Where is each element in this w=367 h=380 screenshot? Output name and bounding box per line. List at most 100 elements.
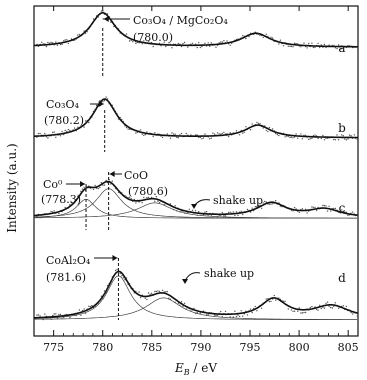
data-point [317, 309, 319, 311]
data-point [55, 136, 57, 138]
data-point [147, 196, 150, 199]
arrow-head [98, 101, 104, 107]
data-point [319, 46, 321, 49]
component-curve [34, 202, 357, 219]
data-point [78, 33, 81, 36]
data-point [325, 205, 327, 207]
data-point [39, 315, 41, 317]
data-point [328, 205, 330, 207]
data-point [301, 312, 304, 314]
data-point [81, 188, 84, 190]
peak-annotation: Co₃O₄ / MgCo₂O₄ [133, 14, 228, 27]
data-point [146, 197, 148, 199]
data-point [221, 211, 223, 214]
data-point [122, 277, 125, 279]
data-point [308, 138, 310, 141]
data-point [320, 307, 322, 310]
data-point [205, 211, 208, 213]
data-point [325, 137, 327, 140]
data-point [92, 188, 95, 191]
x-axis: 775 780 785 790 795 800 805 [43, 6, 359, 354]
data-point [105, 179, 107, 182]
data-point [210, 42, 212, 44]
data-point [169, 203, 172, 205]
data-point [334, 139, 337, 141]
data-point [312, 206, 315, 208]
data-point [177, 42, 179, 45]
data-point [149, 293, 151, 295]
data-point [251, 123, 253, 125]
data-point [210, 137, 212, 139]
data-point [292, 46, 294, 48]
data-point [330, 210, 332, 212]
data-point [319, 304, 321, 306]
data-point [172, 133, 175, 135]
data-point [182, 305, 184, 307]
data-point [180, 132, 183, 135]
data-point [147, 292, 150, 294]
data-point [331, 307, 333, 309]
data-point [70, 202, 73, 204]
data-point [80, 314, 82, 316]
data-point [271, 203, 274, 205]
data-point [311, 206, 313, 208]
x-tick-label: 795 [240, 341, 261, 354]
data-point [234, 214, 236, 217]
data-point [259, 123, 261, 125]
data-point [257, 204, 260, 207]
data-point [322, 306, 324, 308]
data-point [103, 184, 106, 186]
data-point [209, 138, 211, 140]
data-point [171, 132, 173, 134]
data-point [177, 137, 179, 139]
data-point [55, 313, 57, 315]
data-point [116, 268, 118, 271]
x-tick-label: 800 [289, 341, 310, 354]
data-point [265, 129, 267, 132]
peak-annotation: Co₃O₄ [46, 98, 79, 111]
data-point [341, 209, 343, 211]
data-point [64, 129, 66, 132]
data-point [265, 33, 267, 35]
data-point [227, 211, 230, 214]
data-point [293, 206, 296, 209]
data-point [92, 18, 95, 20]
peak-annotation: (778.3) [41, 193, 81, 206]
data-point [212, 132, 214, 134]
data-point [198, 42, 200, 44]
data-point [37, 314, 40, 316]
peak-annotation: (780.2) [44, 114, 84, 127]
data-point [312, 46, 315, 49]
data-point [39, 132, 41, 135]
data-point [352, 313, 354, 315]
data-point [158, 202, 161, 204]
data-point [309, 306, 311, 309]
data-point [121, 275, 123, 277]
data-point [235, 211, 238, 213]
peak-annotation: shake up [204, 267, 254, 280]
data-point [143, 40, 145, 42]
data-point [135, 132, 137, 134]
data-point [303, 311, 305, 314]
data-point [83, 126, 85, 128]
data-point [245, 37, 247, 40]
data-point [176, 136, 178, 139]
data-point [128, 196, 131, 198]
fit-curve [34, 270, 358, 319]
data-point [127, 128, 129, 130]
panel-letter-d: d [338, 271, 346, 285]
data-point [300, 312, 302, 314]
data-point [328, 44, 330, 46]
data-point [83, 308, 85, 310]
data-point [69, 204, 71, 206]
data-point [83, 186, 85, 188]
data-point [334, 207, 337, 210]
data-point [287, 45, 289, 47]
data-point [248, 35, 250, 38]
panel-b: b [34, 96, 359, 141]
data-point [251, 311, 253, 314]
data-point [298, 211, 300, 214]
data-point [105, 96, 107, 98]
data-point [326, 210, 329, 212]
data-point [141, 202, 143, 204]
